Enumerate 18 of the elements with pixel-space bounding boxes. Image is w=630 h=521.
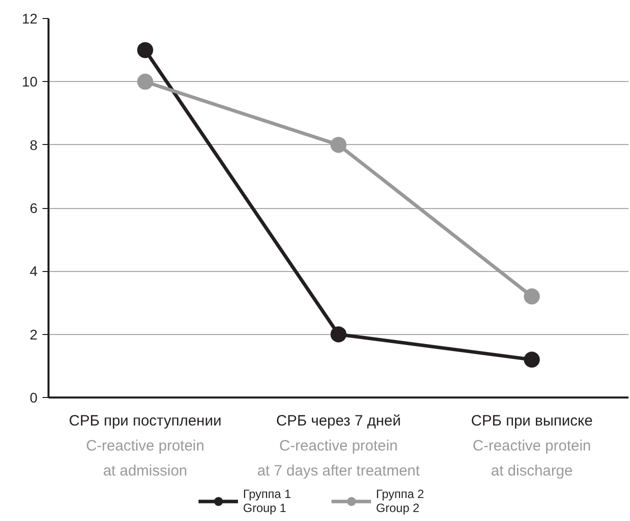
y-tick-label: 2 [30,326,38,342]
point [137,42,154,58]
point [330,326,346,342]
y-tick-label: 0 [30,390,38,406]
point [330,136,346,153]
y-tick-label: 4 [30,263,38,280]
legend-label: Группа 2 Group 2 [376,487,424,515]
y-tick-label: 6 [30,200,38,216]
x-tick-label: СРБ через 7 дней C-reactive protein at 7 days after treatment [257,412,421,480]
y-tick-label: 10 [22,74,38,90]
y-tick-label: 12 [22,10,38,26]
point [524,288,540,304]
x-tick-label: СРБ при выписке C-reactive protein at discharge [470,412,593,480]
point [524,352,540,368]
x-tick-label: СРБ при поступлении C-reactive protein at admission [68,412,222,480]
point [137,74,154,90]
legend-label: Группа 1 Group 1 [243,487,292,515]
y-tick-label: 8 [30,136,38,153]
